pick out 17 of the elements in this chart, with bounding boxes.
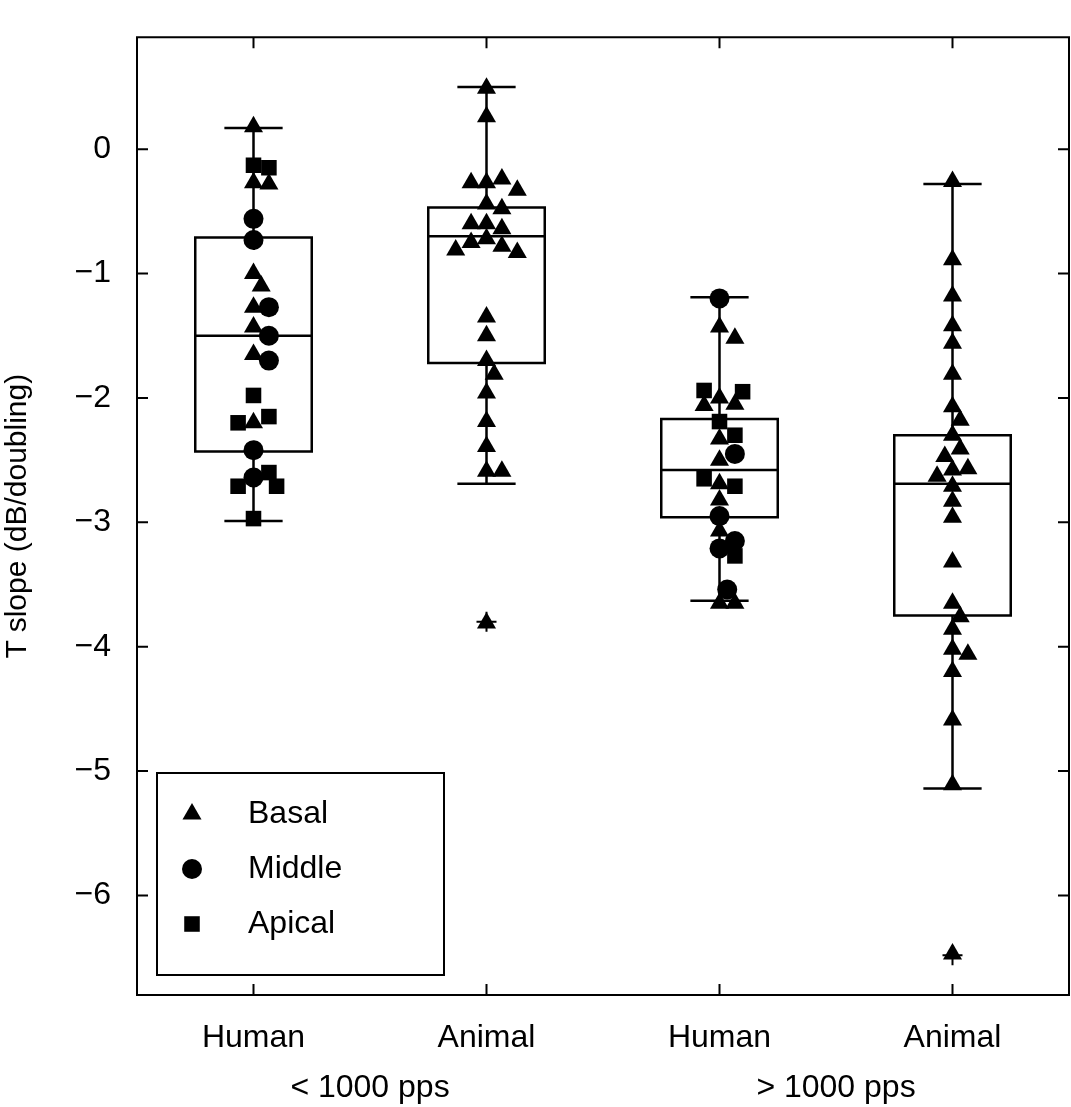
y-tick-label: −2 [74, 377, 111, 414]
y-tick-label: −5 [74, 750, 111, 787]
x-tick-label: Animal [903, 1018, 1002, 1055]
legend-label: Basal [248, 793, 329, 830]
y-tick-label: −1 [74, 253, 111, 290]
y-tick-label: −6 [74, 875, 111, 912]
y-tick-label: 0 [93, 128, 111, 165]
y-tick-label: −3 [74, 502, 111, 539]
legend-label: Middle [248, 848, 343, 885]
legend-label: Apical [248, 903, 336, 940]
x-tick-label: Human [667, 1018, 772, 1055]
x-axis-title: < 1000 pps [290, 1067, 450, 1104]
x-tick-label: Human [201, 1018, 306, 1055]
y-tick-label: −4 [74, 626, 111, 663]
x-tick-label: Animal [437, 1018, 536, 1055]
y-axis-title: T slope (dB/doubling) [0, 373, 33, 659]
x-axis-title: > 1000 pps [756, 1067, 916, 1104]
